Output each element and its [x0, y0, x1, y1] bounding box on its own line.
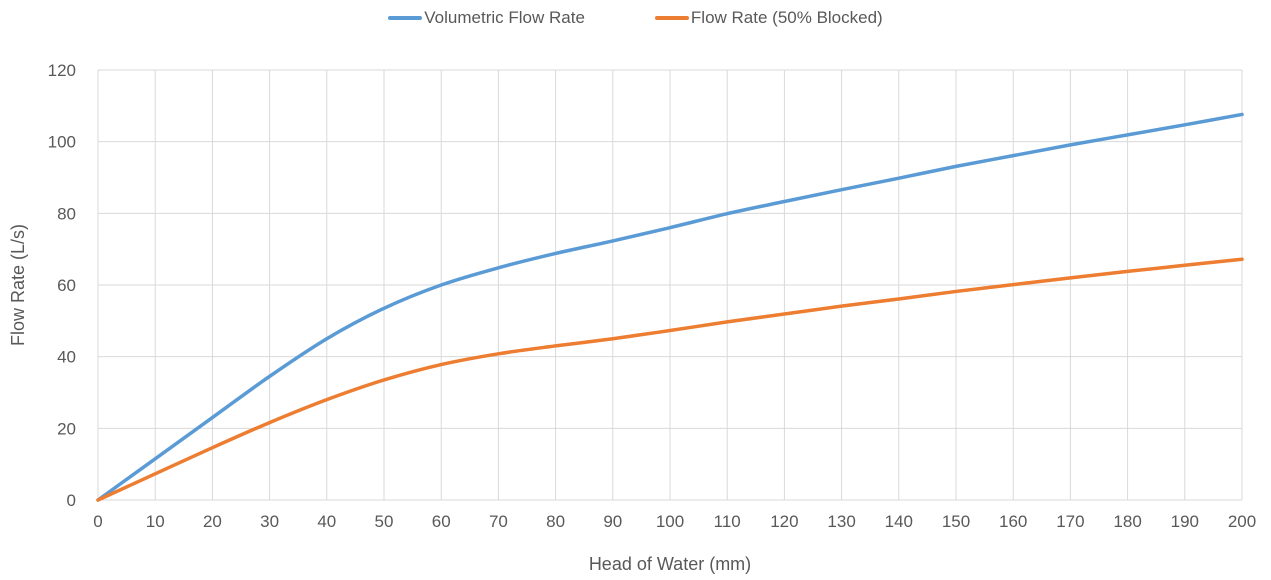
x-tick-label-18: 180: [1113, 512, 1141, 531]
y-tick-label-4: 80: [57, 204, 76, 223]
x-tick-label-8: 80: [546, 512, 565, 531]
x-tick-label-5: 50: [375, 512, 394, 531]
x-tick-label-9: 90: [603, 512, 622, 531]
legend-swatch-blocked: [654, 16, 689, 20]
x-tick-label-20: 200: [1228, 512, 1256, 531]
x-tick-label-16: 160: [999, 512, 1027, 531]
y-tick-label-5: 100: [48, 133, 76, 152]
legend-label-volumetric: Volumetric Flow Rate: [424, 8, 585, 27]
x-tick-label-19: 190: [1171, 512, 1199, 531]
x-tick-label-2: 20: [203, 512, 222, 531]
legend-swatch-volumetric: [388, 16, 423, 20]
legend: Volumetric Flow Rate Flow Rate (50% Bloc…: [0, 8, 1271, 28]
x-tick-label-17: 170: [1056, 512, 1084, 531]
y-tick-label-2: 40: [57, 348, 76, 367]
grid-lines: [97, 69, 1243, 501]
legend-label-blocked: Flow Rate (50% Blocked): [690, 8, 883, 27]
x-tick-label-4: 40: [317, 512, 336, 531]
x-tick-label-7: 70: [489, 512, 508, 531]
series-line-1: [96, 257, 1244, 502]
y-tick-label-1: 20: [57, 419, 76, 438]
x-tick-label-13: 130: [827, 512, 855, 531]
x-tick-label-6: 60: [432, 512, 451, 531]
legend-item-blocked: Flow Rate (50% Blocked): [654, 8, 883, 28]
y-axis-ticks: 0 20 40 60 80 100 120: [48, 61, 76, 510]
x-axis-ticks: 0 10 20 30 40 50 60 70 80 90 100 110 120 130 140 150 160…: [93, 512, 1256, 531]
series-lines: [96, 112, 1244, 502]
x-tick-label-1: 10: [146, 512, 165, 531]
x-tick-label-11: 110: [714, 512, 741, 531]
legend-item-volumetric: Volumetric Flow Rate: [388, 8, 585, 28]
x-tick-label-3: 30: [260, 512, 279, 531]
series-line-0: [96, 112, 1244, 502]
x-tick-label-14: 140: [885, 512, 913, 531]
x-tick-label-12: 120: [770, 512, 798, 531]
y-tick-label-6: 120: [48, 61, 76, 80]
x-tick-label-15: 150: [942, 512, 970, 531]
y-axis-title: Flow Rate (L/s): [8, 224, 28, 346]
y-tick-label-0: 0: [67, 491, 76, 510]
x-tick-label-0: 0: [93, 512, 102, 531]
x-tick-label-10: 100: [656, 512, 684, 531]
y-tick-label-3: 60: [57, 276, 76, 295]
x-axis-title: Head of Water (mm): [589, 554, 751, 574]
